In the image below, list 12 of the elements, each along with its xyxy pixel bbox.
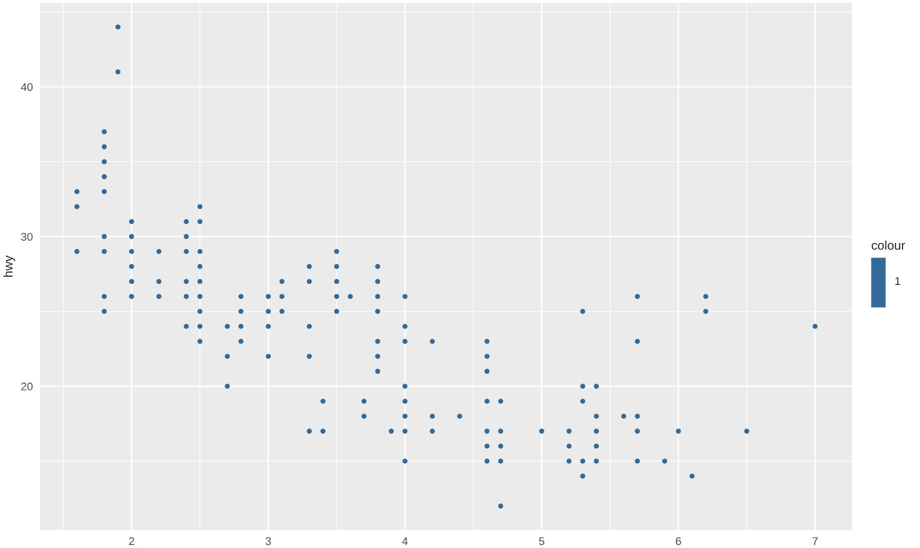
x-tick-label: 2 (129, 537, 134, 545)
y-tick-label: 20 (21, 382, 33, 390)
x-tick-label: 5 (539, 537, 544, 546)
y-axis-title: hwy (3, 255, 16, 277)
x-tick-label: 7 (812, 537, 818, 545)
x-tick-label: 4 (402, 537, 408, 545)
legend-title: colour (872, 240, 906, 250)
text: 1 (895, 277, 900, 285)
x-tick-label: 3 (266, 537, 271, 546)
y-tick-label: 30 (21, 232, 33, 241)
y-tick-label: 40 (20, 83, 33, 91)
x-tick-label: 6 (676, 537, 681, 546)
